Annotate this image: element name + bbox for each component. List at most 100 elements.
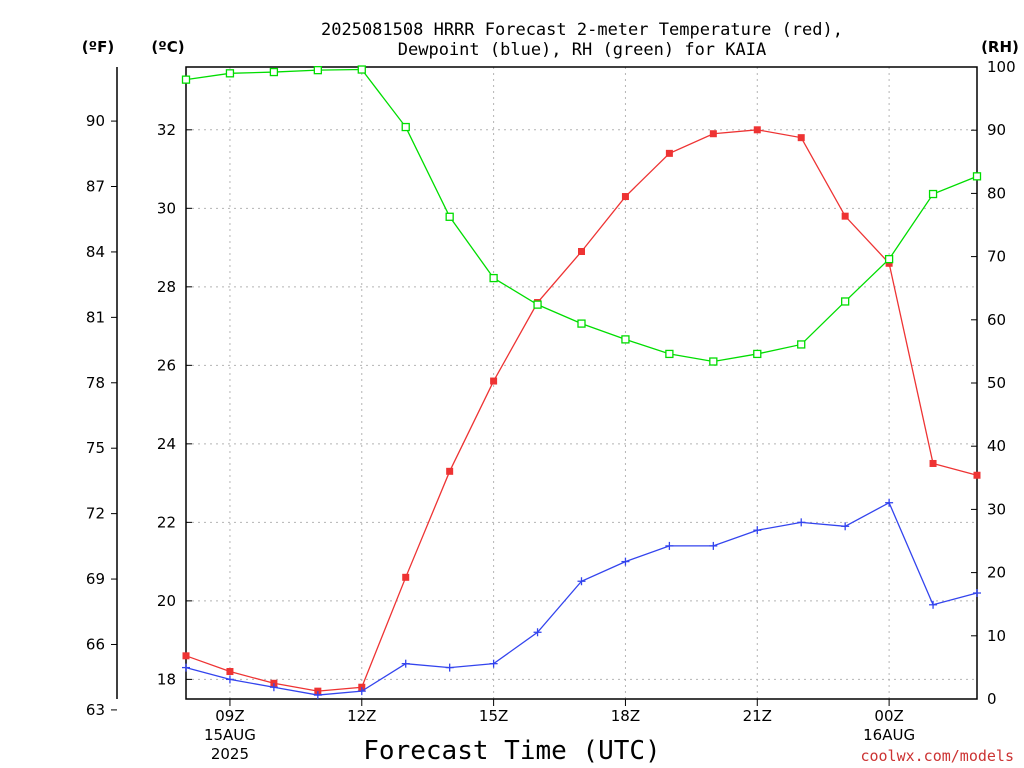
rh-tick-label: 50 bbox=[987, 374, 1006, 392]
rh-point bbox=[928, 189, 938, 199]
fahrenheit-tick-label: 69 bbox=[86, 570, 105, 588]
fahrenheit-tick-label: 78 bbox=[86, 374, 105, 392]
fahrenheit-unit-label: (ºF) bbox=[82, 38, 114, 56]
temperature-point bbox=[929, 459, 937, 467]
x-tick-label: 18Z bbox=[611, 707, 640, 725]
rh-tick-label: 20 bbox=[987, 564, 1006, 582]
dewpoint-point bbox=[489, 659, 498, 668]
rh-point bbox=[401, 122, 410, 132]
dewpoint-point bbox=[973, 589, 981, 598]
fahrenheit-tick-label: 87 bbox=[86, 178, 105, 196]
dewpoint-point bbox=[753, 526, 762, 535]
rh-point bbox=[884, 254, 894, 264]
dewpoint-point bbox=[797, 518, 806, 527]
rh-point bbox=[621, 335, 630, 344]
rh-tick-label: 0 bbox=[987, 690, 997, 708]
temperature-point bbox=[490, 377, 498, 385]
rh-point bbox=[841, 297, 850, 306]
rh-point bbox=[225, 69, 235, 78]
x-tick-date: 16AUG bbox=[863, 726, 915, 744]
fahrenheit-tick-label: 81 bbox=[86, 308, 105, 326]
temperature-point bbox=[841, 212, 849, 220]
rh-tick-label: 40 bbox=[987, 437, 1006, 455]
fahrenheit-tick-label: 63 bbox=[86, 701, 105, 719]
dewpoint-point bbox=[885, 498, 894, 507]
x-tick-label: 15Z bbox=[479, 707, 508, 725]
celsius-tick-label: 18 bbox=[157, 670, 176, 688]
rh-tick-label: 90 bbox=[987, 121, 1006, 139]
rh-point bbox=[665, 349, 674, 359]
rh-point bbox=[709, 357, 718, 366]
dewpoint-point bbox=[401, 659, 410, 668]
chart-title-line2: Dewpoint (blue), RH (green) for KAIA bbox=[398, 40, 766, 60]
series-layer bbox=[181, 65, 982, 700]
celsius-axis: 18 20 22 24 26 28 30 32 bbox=[157, 121, 192, 688]
rh-point bbox=[313, 66, 322, 75]
dewpoint-point bbox=[357, 687, 366, 696]
temperature-point bbox=[665, 149, 673, 157]
x-tick-date: 15AUG bbox=[204, 726, 256, 744]
rh-point bbox=[797, 340, 806, 349]
temperature-point bbox=[797, 134, 805, 142]
fahrenheit-axis: 63 66 69 72 75 78 81 84 87 90 bbox=[86, 67, 118, 719]
celsius-tick-label: 32 bbox=[157, 121, 176, 139]
grid-lines bbox=[186, 67, 977, 699]
x-tick-label: 00Z bbox=[874, 707, 903, 725]
celsius-unit-label: (ºC) bbox=[151, 38, 184, 56]
rh-point bbox=[445, 212, 454, 221]
fahrenheit-tick-label: 66 bbox=[86, 635, 105, 653]
temperature-point bbox=[182, 652, 190, 660]
temperature-point bbox=[578, 247, 585, 255]
plot-border bbox=[185, 66, 978, 700]
dewpoint-point bbox=[577, 577, 586, 586]
celsius-tick-label: 20 bbox=[157, 592, 176, 610]
celsius-tick-label: 28 bbox=[157, 278, 176, 296]
rh-point bbox=[181, 75, 191, 84]
x-tick-label: 21Z bbox=[743, 707, 772, 725]
fahrenheit-tick-label: 90 bbox=[86, 112, 105, 130]
dewpoint-point bbox=[182, 663, 190, 672]
rh-point bbox=[577, 319, 586, 328]
x-tick-year: 2025 bbox=[211, 745, 249, 763]
x-tick-label: 12Z bbox=[347, 707, 376, 725]
rh-tick-label: 70 bbox=[987, 248, 1006, 266]
celsius-tick-label: 22 bbox=[157, 513, 176, 531]
dewpoint-point bbox=[269, 683, 278, 692]
dewpoint-point bbox=[313, 691, 322, 700]
rh-point bbox=[533, 300, 542, 309]
celsius-tick-label: 30 bbox=[157, 199, 176, 217]
temperature-line bbox=[185, 129, 978, 692]
rh-tick-label: 30 bbox=[987, 500, 1006, 518]
rh-point bbox=[269, 67, 279, 77]
temperature-point bbox=[446, 467, 454, 475]
rh-point bbox=[753, 349, 762, 359]
temperature-point bbox=[402, 573, 410, 581]
dewpoint-line bbox=[185, 501, 978, 696]
dewpoint-point bbox=[929, 600, 938, 609]
fahrenheit-tick-label: 75 bbox=[86, 439, 105, 457]
fahrenheit-tick-label: 84 bbox=[86, 243, 105, 261]
rh-unit-label: (RH) bbox=[981, 38, 1019, 56]
rh-tick-label: 80 bbox=[987, 184, 1006, 202]
temperature-point bbox=[753, 126, 761, 134]
rh-axis: 0 10 20 30 40 50 60 70 80 90 100 bbox=[971, 58, 1016, 708]
temperature-point bbox=[226, 668, 234, 676]
rh-point bbox=[489, 273, 498, 283]
chart-title-line1: 2025081508 HRRR Forecast 2-meter Tempera… bbox=[321, 20, 843, 40]
rh-point bbox=[357, 65, 366, 74]
rh-tick-label: 60 bbox=[987, 311, 1006, 329]
x-tick-label: 09Z bbox=[215, 707, 244, 725]
rh-point bbox=[972, 172, 982, 181]
temperature-point bbox=[621, 193, 629, 201]
celsius-tick-label: 24 bbox=[157, 435, 176, 453]
dewpoint-point bbox=[445, 663, 454, 672]
celsius-tick-label: 26 bbox=[157, 356, 176, 374]
rh-tick-label: 100 bbox=[987, 58, 1016, 76]
dewpoint-point bbox=[225, 675, 234, 684]
dewpoint-point bbox=[621, 557, 630, 566]
temperature-point bbox=[709, 130, 717, 138]
credit-text: coolwx.com/models bbox=[860, 747, 1014, 765]
rh-line bbox=[185, 68, 978, 363]
